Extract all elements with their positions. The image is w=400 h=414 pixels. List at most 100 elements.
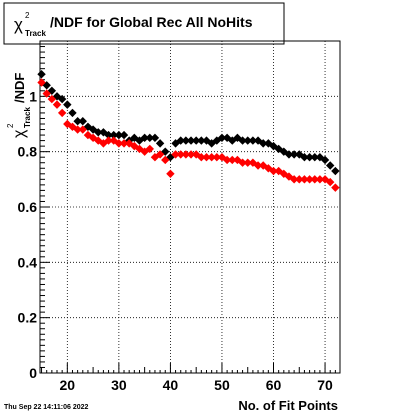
red-data-point <box>238 158 247 167</box>
red-data-point <box>326 177 335 187</box>
black-data-point <box>119 130 129 140</box>
black-data-point <box>243 136 252 145</box>
red-data-point <box>114 139 124 148</box>
red-data-point <box>289 175 299 184</box>
x-tick-label: 70 <box>317 377 333 393</box>
black-data-point <box>269 141 278 151</box>
y-tick-label: 0.2 <box>18 310 38 326</box>
black-data-point <box>176 136 185 145</box>
black-data-point <box>310 153 319 162</box>
x-tick-label: 20 <box>60 377 76 393</box>
grid-lines <box>40 41 340 373</box>
red-data-point <box>104 136 113 145</box>
title-text: /NDF for Global Rec All NoHits <box>50 14 253 30</box>
black-data-point <box>238 136 247 145</box>
title-sup: 2 <box>25 11 30 20</box>
black-data-point <box>63 100 72 109</box>
red-data-point <box>248 158 258 167</box>
red-data-point <box>176 150 185 159</box>
black-data-point <box>186 136 196 145</box>
black-data-point <box>114 130 124 140</box>
x-tick-label: 50 <box>214 377 230 393</box>
red-data-point <box>212 153 222 162</box>
black-data-point <box>104 130 113 140</box>
x-axis-label: No. of Fit Points <box>238 398 338 413</box>
black-data-point <box>78 117 87 126</box>
black-data-point <box>73 117 82 126</box>
black-data-point <box>42 81 51 90</box>
black-data-point <box>331 166 340 176</box>
ticks: 20 30 40 50 60 70 0 0.2 0.4 0.6 0.8 1 <box>18 40 336 393</box>
black-data-point <box>320 155 330 165</box>
red-data-point <box>99 139 108 148</box>
red-data-point <box>197 153 206 162</box>
ylabel-text: /NDF <box>12 73 27 103</box>
y-tick-label: 0.8 <box>18 144 38 160</box>
red-data-point <box>258 161 268 170</box>
red-data-point <box>295 175 304 184</box>
red-data-point <box>42 89 51 98</box>
black-data-point <box>258 139 268 148</box>
red-data-point <box>253 161 263 170</box>
red-data-point <box>37 78 46 87</box>
black-data-point <box>47 86 57 95</box>
black-data-point <box>197 136 206 145</box>
red-data-point <box>47 94 57 104</box>
red-data-point <box>269 166 278 176</box>
black-data-point <box>130 133 139 143</box>
red-data-point <box>73 125 82 134</box>
x-tick-label: 40 <box>163 377 179 393</box>
title-chi: χ <box>14 15 23 34</box>
red-data-point <box>315 175 325 184</box>
title-box <box>3 2 285 45</box>
red-data-point <box>145 144 154 154</box>
red-data-point <box>186 150 196 159</box>
red-data-point <box>52 100 62 109</box>
red-data-point <box>161 155 170 165</box>
black-data-point <box>94 128 103 137</box>
red-data-point <box>222 155 232 165</box>
black-data-point <box>222 133 232 143</box>
red-data-point <box>119 139 129 148</box>
black-data-point <box>284 150 294 159</box>
black-data-point <box>326 161 335 170</box>
red-data-point <box>155 150 165 159</box>
black-data-point <box>57 94 67 104</box>
black-data-point <box>217 133 227 143</box>
black-data-point <box>305 153 314 162</box>
red-data-point <box>300 175 309 184</box>
ylabel-sup: 2 <box>6 123 15 128</box>
black-data-point <box>191 136 201 145</box>
black-data-point <box>248 136 258 145</box>
ylabel-chi: χ <box>11 129 28 138</box>
red-data-point <box>181 150 191 159</box>
black-data-point <box>109 130 118 140</box>
red-data-point <box>228 155 237 165</box>
y-tick-label: 0.6 <box>18 199 38 215</box>
x-tick-label: 60 <box>266 377 282 393</box>
chart-title: χ 2 Track /NDF for Global Rec All NoHits <box>14 11 253 38</box>
y-tick-label: 0 <box>29 365 37 381</box>
black-data-point <box>145 133 154 143</box>
black-data-point <box>140 133 149 143</box>
y-tick-label: 0.4 <box>18 254 38 270</box>
red-data-point <box>202 153 211 162</box>
black-data-point <box>300 153 309 162</box>
red-data-point <box>171 150 180 159</box>
red-data-point <box>57 108 67 118</box>
black-data-point <box>68 108 77 118</box>
red-data-point <box>166 169 175 178</box>
red-data-point <box>78 125 87 134</box>
red-data-point <box>88 133 98 143</box>
red-data-point <box>68 122 77 131</box>
x-tick-label: 30 <box>111 377 127 393</box>
red-data-point <box>310 175 319 184</box>
black-data-point <box>150 133 160 143</box>
red-data-point <box>331 183 340 192</box>
timestamp: Thu Sep 22 14:11:06 2022 <box>4 404 89 411</box>
red-data-point <box>243 158 252 167</box>
data-points <box>37 70 340 192</box>
black-data-point <box>155 139 165 148</box>
